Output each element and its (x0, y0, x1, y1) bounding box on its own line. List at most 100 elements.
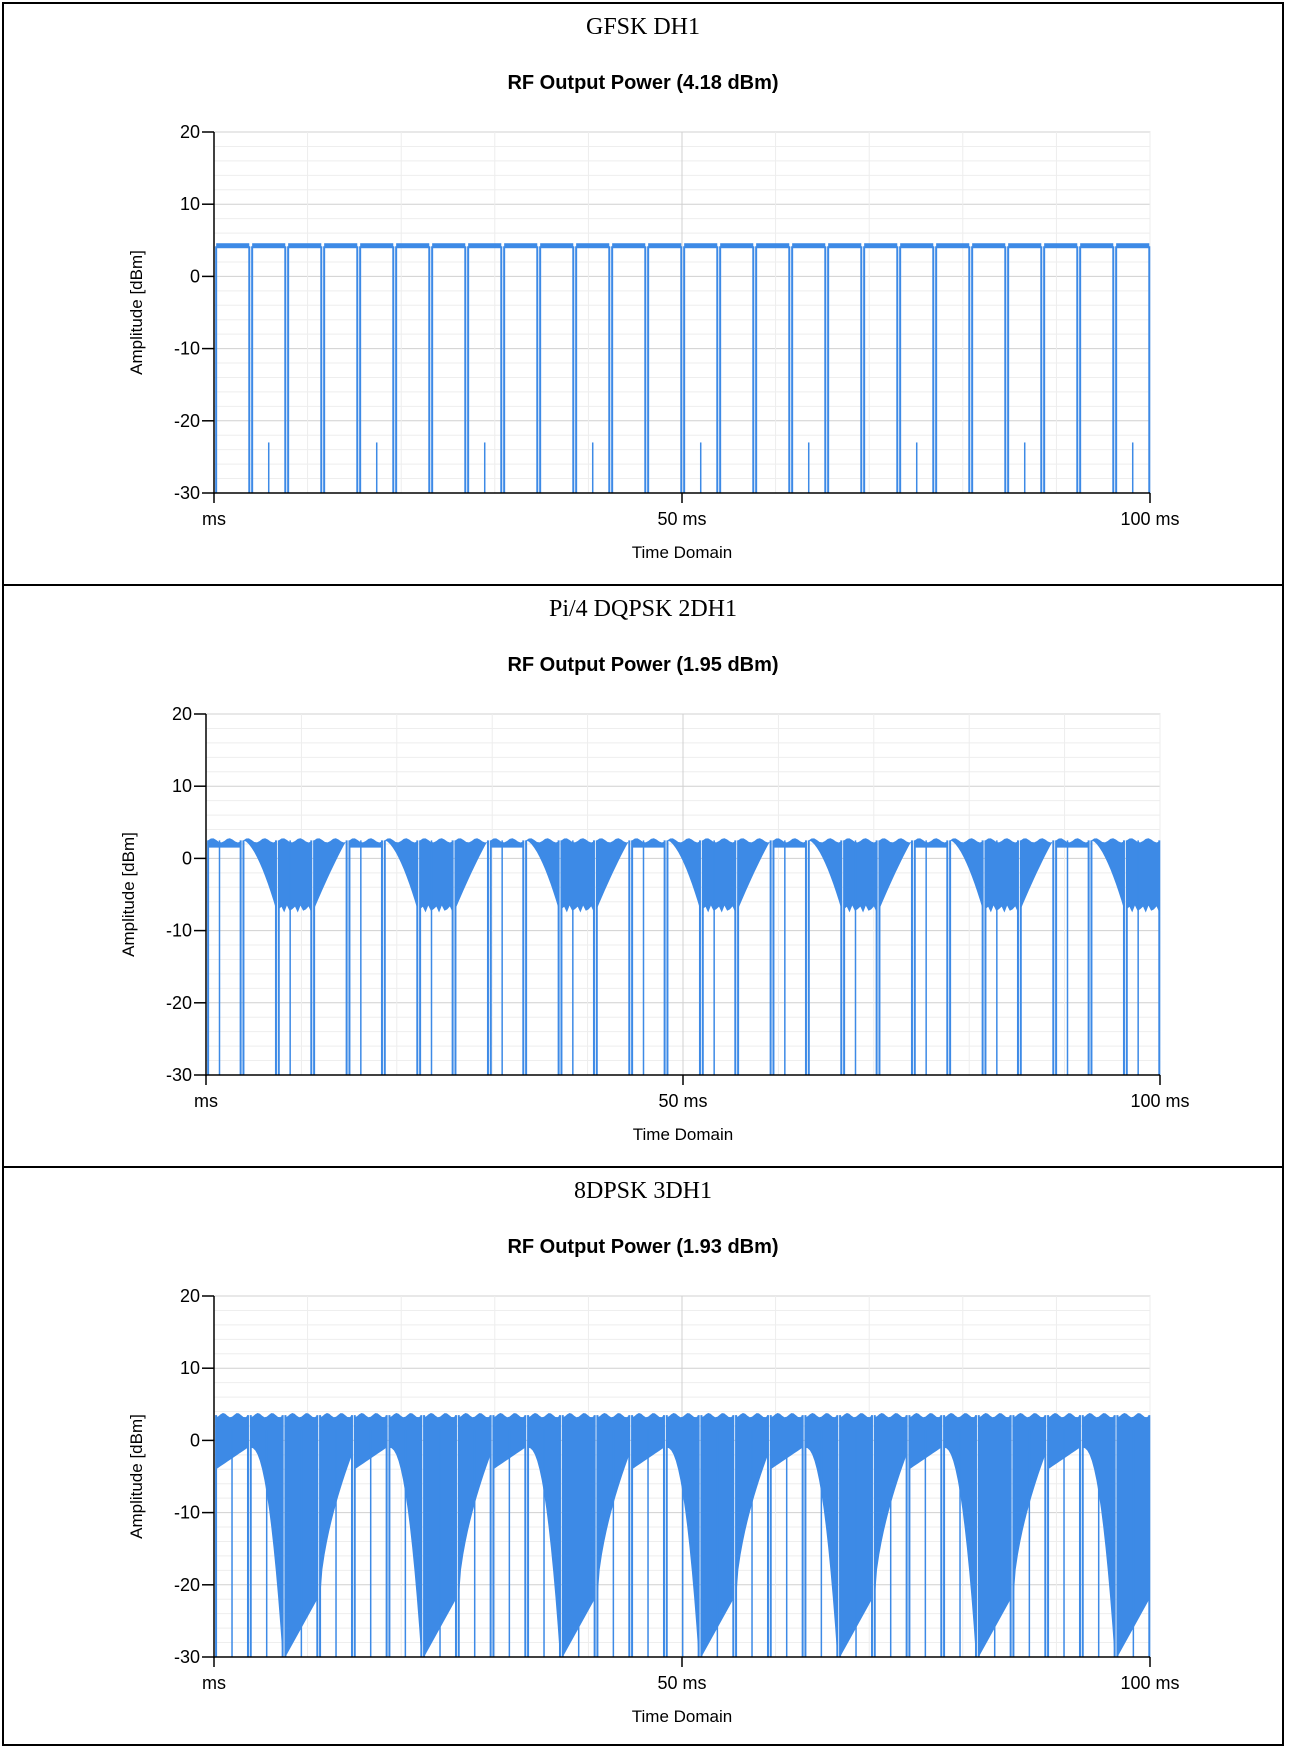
burst-body (314, 838, 347, 909)
burst-body (458, 1412, 491, 1600)
figure-cell-3: 8DPSK 3DH1 RF Output Power (1.93 dBm) 20 10… (2, 1166, 1284, 1746)
burst-body (597, 1412, 630, 1600)
burst-body (504, 243, 538, 249)
y-tick-label: 0 (190, 266, 200, 286)
series-trace (207, 838, 1161, 1075)
burst-body (208, 838, 241, 848)
burst-body (389, 1412, 422, 1657)
y-tick-label: 10 (180, 1358, 200, 1378)
y-tick-label: -10 (174, 339, 200, 359)
burst-body (900, 243, 934, 249)
x-tick-label: 100 ms (1120, 1673, 1179, 1693)
burst-body (756, 243, 790, 249)
burst-body (288, 243, 322, 249)
burst-body (944, 1412, 976, 1657)
burst-body (1056, 838, 1089, 848)
y-tick-label: 20 (180, 1286, 200, 1306)
burst-body (243, 838, 276, 909)
y-tick-label: -20 (174, 411, 200, 431)
burst-body (1013, 1412, 1046, 1600)
x-tick-label: ms (202, 1673, 226, 1693)
burst-body (360, 243, 394, 249)
y-tick-label: -30 (174, 1647, 200, 1667)
burst-body (540, 243, 574, 249)
x-tick-label: 100 ms (1130, 1091, 1189, 1111)
y-tick-label: 20 (180, 122, 200, 142)
x-tick-label: 50 ms (658, 1091, 707, 1111)
burst-body (985, 838, 1018, 913)
burst-body (864, 243, 898, 249)
burst-body (528, 1412, 560, 1657)
burst-body (1044, 243, 1078, 249)
burst-body (396, 243, 430, 249)
burst-body (596, 838, 630, 909)
burst-body (950, 838, 983, 909)
panel-title: 8DPSK 3DH1 (573, 1178, 713, 1204)
x-tick-label: ms (194, 1091, 218, 1111)
y-axis-label: Amplitude [dBm] (127, 1414, 146, 1539)
burst-body (632, 838, 665, 848)
x-tick-label: 50 ms (657, 1673, 706, 1693)
burst-body (324, 243, 358, 249)
y-tick-label: 10 (180, 194, 200, 214)
x-axis-label: Time Domain (632, 543, 732, 562)
burst-body (773, 838, 806, 848)
x-tick-label: ms (202, 509, 226, 529)
burst-body (792, 243, 826, 249)
chart-title: RF Output Power (4.18 dBm) (507, 72, 779, 94)
chart-title: RF Output Power (1.93 dBm) (507, 1236, 779, 1258)
burst-body (420, 838, 453, 913)
x-axis-label: Time Domain (633, 1125, 733, 1144)
burst-body (320, 1412, 352, 1600)
burst-body (455, 838, 488, 909)
burst-body (432, 243, 466, 249)
burst-body (612, 243, 646, 249)
burst-body (736, 1412, 768, 1600)
y-tick-label: 10 (172, 776, 192, 796)
burst-body (278, 838, 312, 913)
burst-body (1020, 838, 1054, 909)
burst-body (384, 838, 418, 909)
burst-body (808, 838, 842, 909)
burst-body (720, 243, 754, 249)
burst-body (561, 838, 594, 913)
burst-body (667, 838, 700, 909)
y-axis-label: Amplitude [dBm] (127, 250, 146, 375)
y-tick-label: -30 (166, 1065, 192, 1085)
chart-title: RF Output Power (1.95 dBm) (507, 654, 779, 676)
burst-body (936, 243, 970, 249)
burst-body (828, 243, 862, 249)
y-axis-label: Amplitude [dBm] (119, 832, 138, 957)
x-axis-label: Time Domain (632, 1707, 732, 1726)
y-tick-label: 20 (172, 704, 192, 724)
burst-body (1082, 1412, 1115, 1657)
burst-body (844, 838, 877, 913)
burst-body (1091, 838, 1124, 909)
panel-title: GFSK DH1 (585, 14, 701, 40)
burst-body (576, 243, 610, 249)
burst-body (805, 1412, 838, 1657)
burst-body (879, 838, 912, 909)
y-tick-label: 0 (182, 848, 192, 868)
figure-cell-2: Pi/4 DQPSK 2DH1 RF Output Power (1.95 dBm… (2, 584, 1284, 1168)
panel-title: Pi/4 DQPSK 2DH1 (548, 596, 738, 622)
burst-body (216, 243, 250, 249)
burst-body (252, 243, 286, 249)
y-tick-label: -10 (166, 921, 192, 941)
series-trace (215, 243, 1151, 493)
y-tick-label: -30 (174, 483, 200, 503)
burst-body (1126, 838, 1160, 913)
burst-body (666, 1412, 699, 1657)
burst-body (648, 243, 682, 249)
y-tick-label: -20 (174, 1575, 200, 1595)
x-tick-label: 100 ms (1120, 509, 1179, 529)
figure-cell-1: GFSK DH1 RF Output Power (4.18 dBm) 20 10 0 -… (2, 2, 1284, 586)
burst-body (1080, 243, 1114, 249)
y-tick-label: 0 (190, 1430, 200, 1450)
burst-body (1116, 243, 1150, 249)
x-tick-label: 50 ms (657, 509, 706, 529)
series-trace (215, 1412, 1151, 1657)
